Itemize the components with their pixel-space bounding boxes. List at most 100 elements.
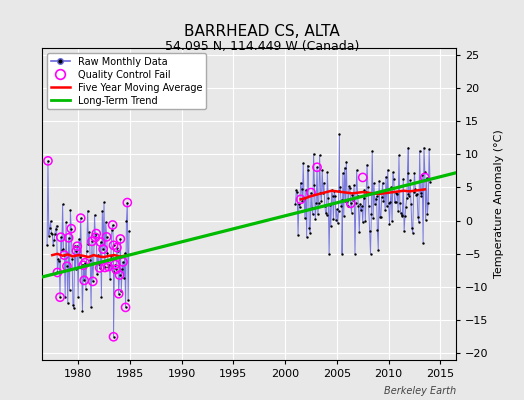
Point (58, 201, 67, 208)
Point (101, 264, 109, 271)
Point (395, 152, 403, 158)
Point (72, 248, 81, 254)
Point (377, 213, 385, 220)
Point (96, 239, 105, 245)
Point (125, 228, 133, 234)
Point (86, 256, 94, 263)
Point (46, 218, 54, 224)
Point (83, 208, 92, 214)
Point (297, 180, 305, 186)
Point (419, 240, 427, 246)
Point (316, 190, 325, 196)
Point (108, 222, 117, 228)
Point (383, 203, 391, 210)
Point (329, 216, 337, 223)
Point (406, 177, 414, 184)
Point (341, 164, 349, 171)
Point (64, 234, 73, 241)
Y-axis label: Temperature Anomaly (°C): Temperature Anomaly (°C) (494, 130, 504, 278)
Point (364, 184, 372, 190)
Point (337, 203, 345, 209)
Point (122, 304, 130, 310)
Point (354, 203, 363, 210)
Point (116, 236, 125, 242)
Point (297, 196, 305, 202)
Point (370, 201, 379, 208)
Point (104, 264, 113, 270)
Point (303, 162, 312, 169)
Point (92, 230, 101, 237)
Point (108, 222, 117, 228)
Point (336, 184, 344, 190)
Point (321, 202, 329, 209)
Point (388, 218, 396, 224)
Point (369, 214, 377, 221)
Point (425, 146, 433, 152)
Point (113, 244, 121, 251)
Point (118, 266, 126, 272)
Point (356, 201, 364, 207)
Point (358, 174, 367, 181)
Point (346, 185, 354, 191)
Point (386, 198, 395, 205)
Point (314, 200, 323, 206)
Point (119, 275, 128, 282)
Point (328, 187, 336, 193)
Point (311, 215, 320, 222)
Point (373, 193, 381, 200)
Point (79, 262, 88, 268)
Point (53, 269, 62, 276)
Point (414, 218, 423, 225)
Point (365, 228, 374, 234)
Point (315, 152, 324, 158)
Point (376, 214, 384, 220)
Point (59, 246, 68, 252)
Point (417, 190, 425, 196)
Point (112, 266, 121, 272)
Point (358, 219, 367, 226)
Point (80, 277, 89, 284)
Point (124, 297, 133, 304)
Point (402, 203, 410, 210)
Point (317, 198, 325, 205)
Point (55, 258, 63, 264)
Point (357, 207, 365, 214)
Point (326, 202, 334, 208)
Point (77, 215, 85, 221)
Point (397, 212, 406, 218)
Point (80, 277, 89, 284)
Point (110, 269, 118, 276)
Point (110, 242, 118, 248)
Point (344, 202, 352, 209)
Point (307, 189, 315, 196)
Point (331, 193, 340, 200)
Point (330, 188, 339, 194)
Point (89, 278, 97, 284)
Point (98, 208, 106, 214)
Point (368, 148, 376, 154)
Point (293, 189, 301, 196)
Point (381, 207, 389, 214)
Point (348, 192, 356, 198)
Point (401, 213, 409, 220)
Point (60, 252, 69, 258)
Point (352, 200, 360, 206)
Point (374, 246, 383, 253)
Text: BARRHEAD CS, ALTA: BARRHEAD CS, ALTA (184, 24, 340, 39)
Point (346, 200, 355, 206)
Point (349, 196, 357, 203)
Point (49, 242, 57, 248)
Point (396, 200, 404, 206)
Point (51, 226, 60, 232)
Point (297, 186, 305, 192)
Point (309, 151, 318, 157)
Point (94, 252, 102, 259)
Point (95, 261, 103, 267)
Text: 54.095 N, 114.449 W (Canada): 54.095 N, 114.449 W (Canada) (165, 40, 359, 53)
Point (314, 211, 322, 217)
Point (107, 227, 116, 234)
Point (400, 228, 408, 234)
Point (333, 206, 341, 212)
Point (341, 198, 350, 204)
Point (405, 192, 413, 199)
